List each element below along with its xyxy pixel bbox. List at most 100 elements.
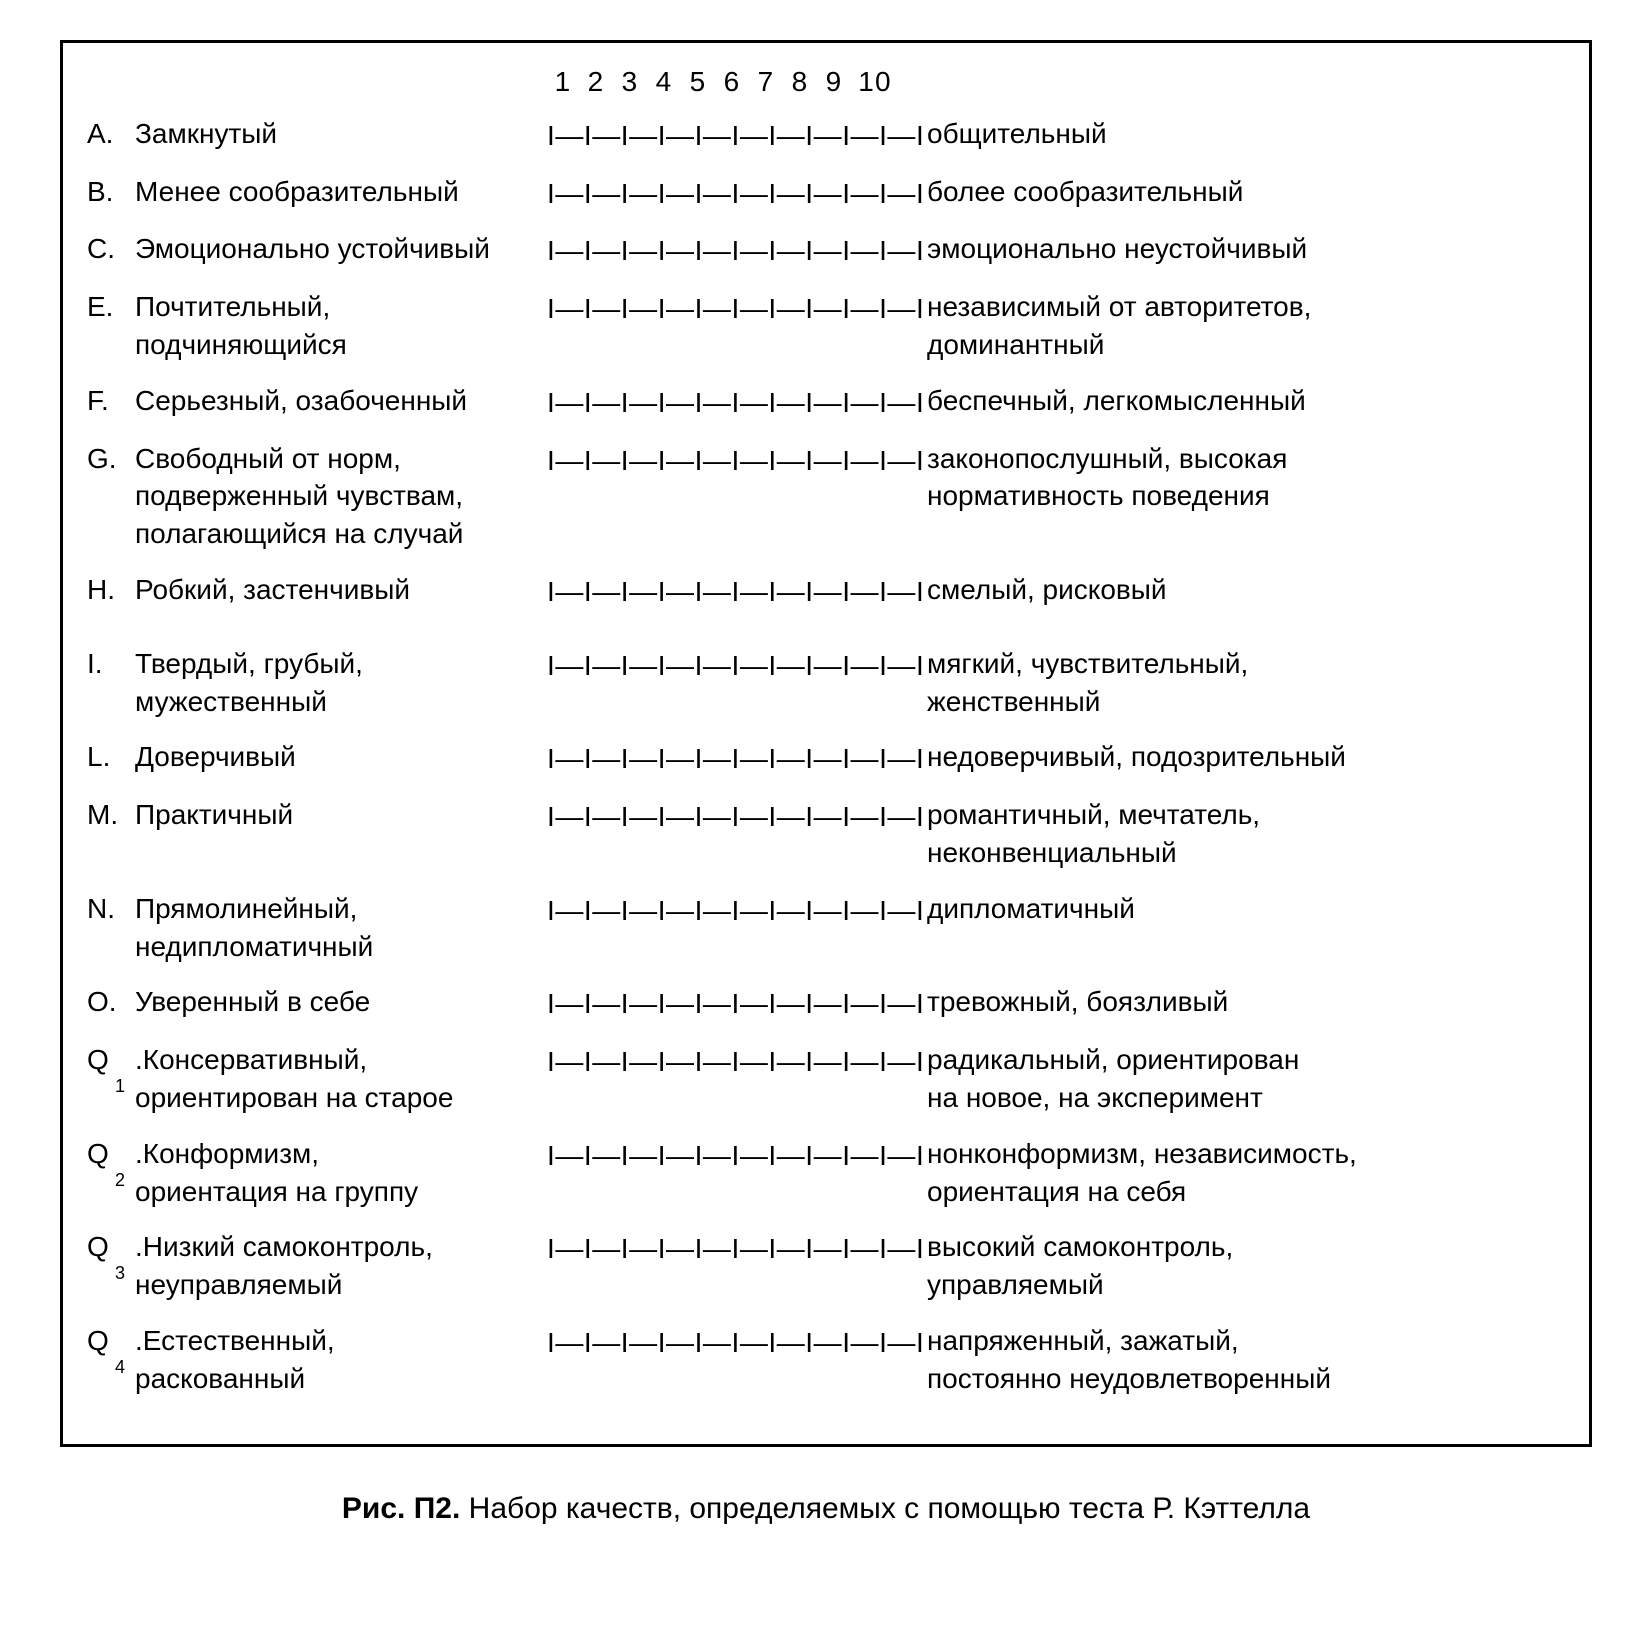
- factor-letter: N.: [87, 890, 135, 928]
- factor-letter: Q3: [87, 1228, 135, 1282]
- scale-ticks: I—I—I—I—I—I—I—I—I—I—I: [547, 801, 924, 832]
- left-label: G.Свободный от норм,подверженный чувства…: [87, 440, 547, 553]
- left-text: .Консервативный,ориентирован на старое: [135, 1041, 461, 1117]
- left-text: .Низкий самоконтроль,неуправляемый: [135, 1228, 441, 1304]
- factor-letter: G.: [87, 440, 135, 478]
- factor-row: Q4.Естественный,раскованный I—I—I—I—I—I—I…: [87, 1322, 1565, 1398]
- factor-letter: A.: [87, 115, 135, 153]
- factor-letter: L.: [87, 738, 135, 776]
- caption-text: Набор качеств, определяемых с помощью те…: [469, 1492, 1310, 1525]
- factor-letter: F.: [87, 382, 135, 420]
- right-text: дипломатичный: [917, 890, 1565, 928]
- left-text: Твердый, грубый,мужественный: [135, 645, 371, 721]
- left-text: .Естественный,раскованный: [135, 1322, 343, 1398]
- factor-letter: Q1: [87, 1041, 135, 1095]
- left-label: E.Почтительный,подчиняющийся: [87, 288, 547, 364]
- factor-letter: Q2: [87, 1135, 135, 1189]
- left-text: Почтительный,подчиняющийся: [135, 288, 355, 364]
- factor-row: Q3.Низкий самоконтроль,неуправляемыйI—I—…: [87, 1228, 1565, 1304]
- right-text: смелый, рисковый: [917, 571, 1565, 609]
- scale-ticks: I—I—I—I—I—I—I—I—I—I—I: [547, 178, 924, 209]
- factor-letter: O.: [87, 983, 135, 1021]
- factor-row: C.Эмоционально устойчивыйI—I—I—I—I—I—I—I…: [87, 230, 1565, 270]
- factor-letter: C.: [87, 230, 135, 268]
- factor-row: I.Твердый, грубый,мужественныйI—I—I—I—I—…: [87, 645, 1565, 721]
- left-label: Q3.Низкий самоконтроль,неуправляемый: [87, 1228, 547, 1304]
- right-text: общительный: [917, 115, 1565, 153]
- scale-cell: I—I—I—I—I—I—I—I—I—I—I: [547, 173, 917, 213]
- scale-ticks: I—I—I—I—I—I—I—I—I—I—I: [547, 743, 924, 774]
- factor-row: N.Прямолинейный,недипломатичныйI—I—I—I—I…: [87, 890, 1565, 966]
- left-text: Прямолинейный,недипломатичный: [135, 890, 381, 966]
- right-text: более сообразительный: [917, 173, 1565, 211]
- left-label: M.Практичный: [87, 796, 547, 834]
- right-text: эмоционально неустойчивый: [917, 230, 1565, 268]
- scale-cell: I—I—I—I—I—I—I—I—I—I—I: [547, 645, 917, 685]
- scale-header-numbers: 12345678910: [547, 63, 917, 101]
- scale-ticks: I—I—I—I—I—I—I—I—I—I—I: [547, 293, 924, 324]
- factor-row: L.ДоверчивыйI—I—I—I—I—I—I—I—I—I—Iнедовер…: [87, 738, 1565, 778]
- right-text: напряженный, зажатый,постоянно неудовлет…: [917, 1322, 1565, 1398]
- scale-ticks: I—I—I—I—I—I—I—I—I—I—I: [547, 387, 924, 418]
- scale-ticks: I—I—I—I—I—I—I—I—I—I—I: [547, 576, 924, 607]
- left-label: L.Доверчивый: [87, 738, 547, 776]
- left-label: O.Уверенный в себе: [87, 983, 547, 1021]
- left-text: Замкнутый: [135, 115, 285, 153]
- right-text: романтичный, мечтатель,неконвенциальный: [917, 796, 1565, 872]
- left-text: Практичный: [135, 796, 301, 834]
- right-text: радикальный, ориентированна новое, на эк…: [917, 1041, 1565, 1117]
- scale-cell: I—I—I—I—I—I—I—I—I—I—I: [547, 382, 917, 422]
- left-label: Q1.Консервативный,ориентирован на старое: [87, 1041, 547, 1117]
- page: 12345678910 A.ЗамкнутыйI—I—I—I—I—I—I—I—I…: [0, 0, 1640, 1559]
- left-text: Доверчивый: [135, 738, 304, 776]
- scale-ticks: I—I—I—I—I—I—I—I—I—I—I: [547, 650, 924, 681]
- scale-cell: I—I—I—I—I—I—I—I—I—I—I: [547, 796, 917, 836]
- factor-letter: Q4: [87, 1322, 135, 1376]
- left-label: Q2.Конформизм,ориентация на группу: [87, 1135, 547, 1211]
- left-label: C.Эмоционально устойчивый: [87, 230, 547, 268]
- left-text: Эмоционально устойчивый: [135, 230, 498, 268]
- left-text: Уверенный в себе: [135, 983, 378, 1021]
- left-text: .Конформизм,ориентация на группу: [135, 1135, 426, 1211]
- right-text: независимый от авторитетов,доминантный: [917, 288, 1565, 364]
- scale-cell: I—I—I—I—I—I—I—I—I—I—I: [547, 571, 917, 611]
- factor-row: Q2.Конформизм,ориентация на группуI—I—I—…: [87, 1135, 1565, 1211]
- header-row: 12345678910: [87, 63, 1565, 101]
- factor-row: B.Менее сообразительныйI—I—I—I—I—I—I—I—I…: [87, 173, 1565, 213]
- scale-ticks: I—I—I—I—I—I—I—I—I—I—I: [547, 235, 924, 266]
- scale-cell: I—I—I—I—I—I—I—I—I—I—I: [547, 1135, 917, 1175]
- left-label: I.Твердый, грубый,мужественный: [87, 645, 547, 721]
- scale-ticks: I—I—I—I—I—I—I—I—I—I—I: [547, 1233, 924, 1264]
- left-label: N.Прямолинейный,недипломатичный: [87, 890, 547, 966]
- right-text: недоверчивый, подозрительный: [917, 738, 1565, 776]
- right-text: беспечный, легкомысленный: [917, 382, 1565, 420]
- left-text: Робкий, застенчивый: [135, 571, 418, 609]
- scale-cell: I—I—I—I—I—I—I—I—I—I—I: [547, 115, 917, 155]
- factor-letter: I.: [87, 645, 135, 683]
- scale-cell: I—I—I—I—I—I—I—I—I—I—I: [547, 1041, 917, 1081]
- right-text: высокий самоконтроль,управляемый: [917, 1228, 1565, 1304]
- scale-cell: I—I—I—I—I—I—I—I—I—I—I: [547, 890, 917, 930]
- scale-cell: I—I—I—I—I—I—I—I—I—I—I: [547, 230, 917, 270]
- scale-cell: I—I—I—I—I—I—I—I—I—I—I: [547, 983, 917, 1023]
- factor-row: Q1.Консервативный,ориентирован на старое…: [87, 1041, 1565, 1117]
- left-label: A.Замкнутый: [87, 115, 547, 153]
- scale-ticks: I—I—I—I—I—I—I—I—I—I—I: [547, 445, 924, 476]
- scale-ticks: I—I—I—I—I—I—I—I—I—I—I: [547, 988, 924, 1019]
- factor-letter: E.: [87, 288, 135, 326]
- factor-letter: M.: [87, 796, 135, 834]
- right-text: нонконформизм, независимость,ориентация …: [917, 1135, 1565, 1211]
- factor-row: M.ПрактичныйI—I—I—I—I—I—I—I—I—I—Iроманти…: [87, 796, 1565, 872]
- rows-container: A.ЗамкнутыйI—I—I—I—I—I—I—I—I—I—Iобщитель…: [87, 115, 1565, 1398]
- table-frame: 12345678910 A.ЗамкнутыйI—I—I—I—I—I—I—I—I…: [60, 40, 1592, 1447]
- left-label: F.Серьезный, озабоченный: [87, 382, 547, 420]
- factor-row: H.Робкий, застенчивыйI—I—I—I—I—I—I—I—I—I…: [87, 571, 1565, 611]
- factor-row: E.Почтительный,подчиняющийсяI—I—I—I—I—I—…: [87, 288, 1565, 364]
- factor-row: O.Уверенный в себеI—I—I—I—I—I—I—I—I—I—Iт…: [87, 983, 1565, 1023]
- factor-row: G.Свободный от норм,подверженный чувства…: [87, 440, 1565, 553]
- left-text: Серьезный, озабоченный: [135, 382, 475, 420]
- scale-ticks: I—I—I—I—I—I—I—I—I—I—I: [547, 1327, 924, 1358]
- right-text: тревожный, боязливый: [917, 983, 1565, 1021]
- left-text: Менее сообразительный: [135, 173, 467, 211]
- scale-ticks: I—I—I—I—I—I—I—I—I—I—I: [547, 1140, 924, 1171]
